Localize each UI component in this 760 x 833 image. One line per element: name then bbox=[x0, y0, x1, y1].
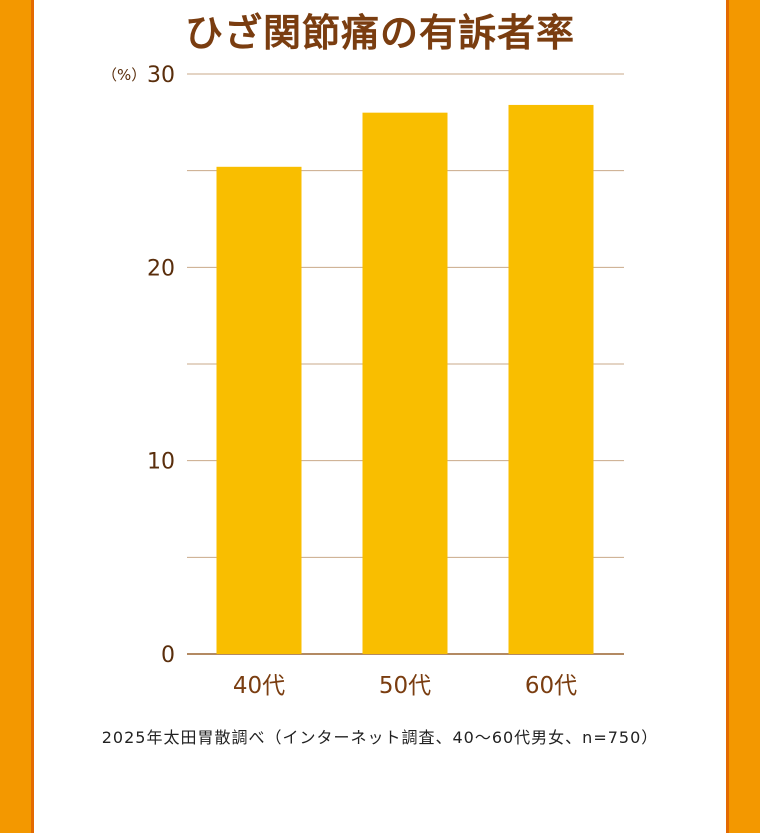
y-tick-label-20: 20 bbox=[147, 256, 175, 281]
y-tick-label-10: 10 bbox=[147, 450, 175, 475]
bar-1 bbox=[216, 166, 302, 655]
x-axis-ticks: 40代 50代 60代 bbox=[233, 673, 577, 699]
left-frame-border bbox=[0, 0, 34, 833]
chart-title: ひざ関節痛の有訴者率 bbox=[184, 11, 575, 55]
bar-chart: 0 10 20 30 40代 50代 60代 （%） bbox=[102, 63, 624, 699]
x-tick-label-1: 40代 bbox=[233, 673, 285, 699]
x-tick-label-2: 50代 bbox=[379, 673, 431, 699]
survey-footnote: 2025年太田胃散調べ（インターネット調査、40～60代男女、n=750） bbox=[101, 728, 659, 747]
bar-2 bbox=[362, 112, 448, 654]
x-tick-label-3: 60代 bbox=[525, 673, 577, 699]
bar-3 bbox=[508, 104, 594, 654]
y-tick-label-30: 30 bbox=[147, 63, 175, 88]
y-tick-label-0: 0 bbox=[161, 643, 175, 668]
bars bbox=[216, 104, 594, 655]
y-axis-ticks: 0 10 20 30 bbox=[147, 63, 175, 668]
y-axis-unit-label: （%） bbox=[102, 66, 146, 84]
chart-panel: ひざ関節痛の有訴者率 0 10 20 30 40代 50代 60代 （%） 2025年太田… bbox=[34, 0, 726, 833]
right-frame-border bbox=[726, 0, 760, 833]
